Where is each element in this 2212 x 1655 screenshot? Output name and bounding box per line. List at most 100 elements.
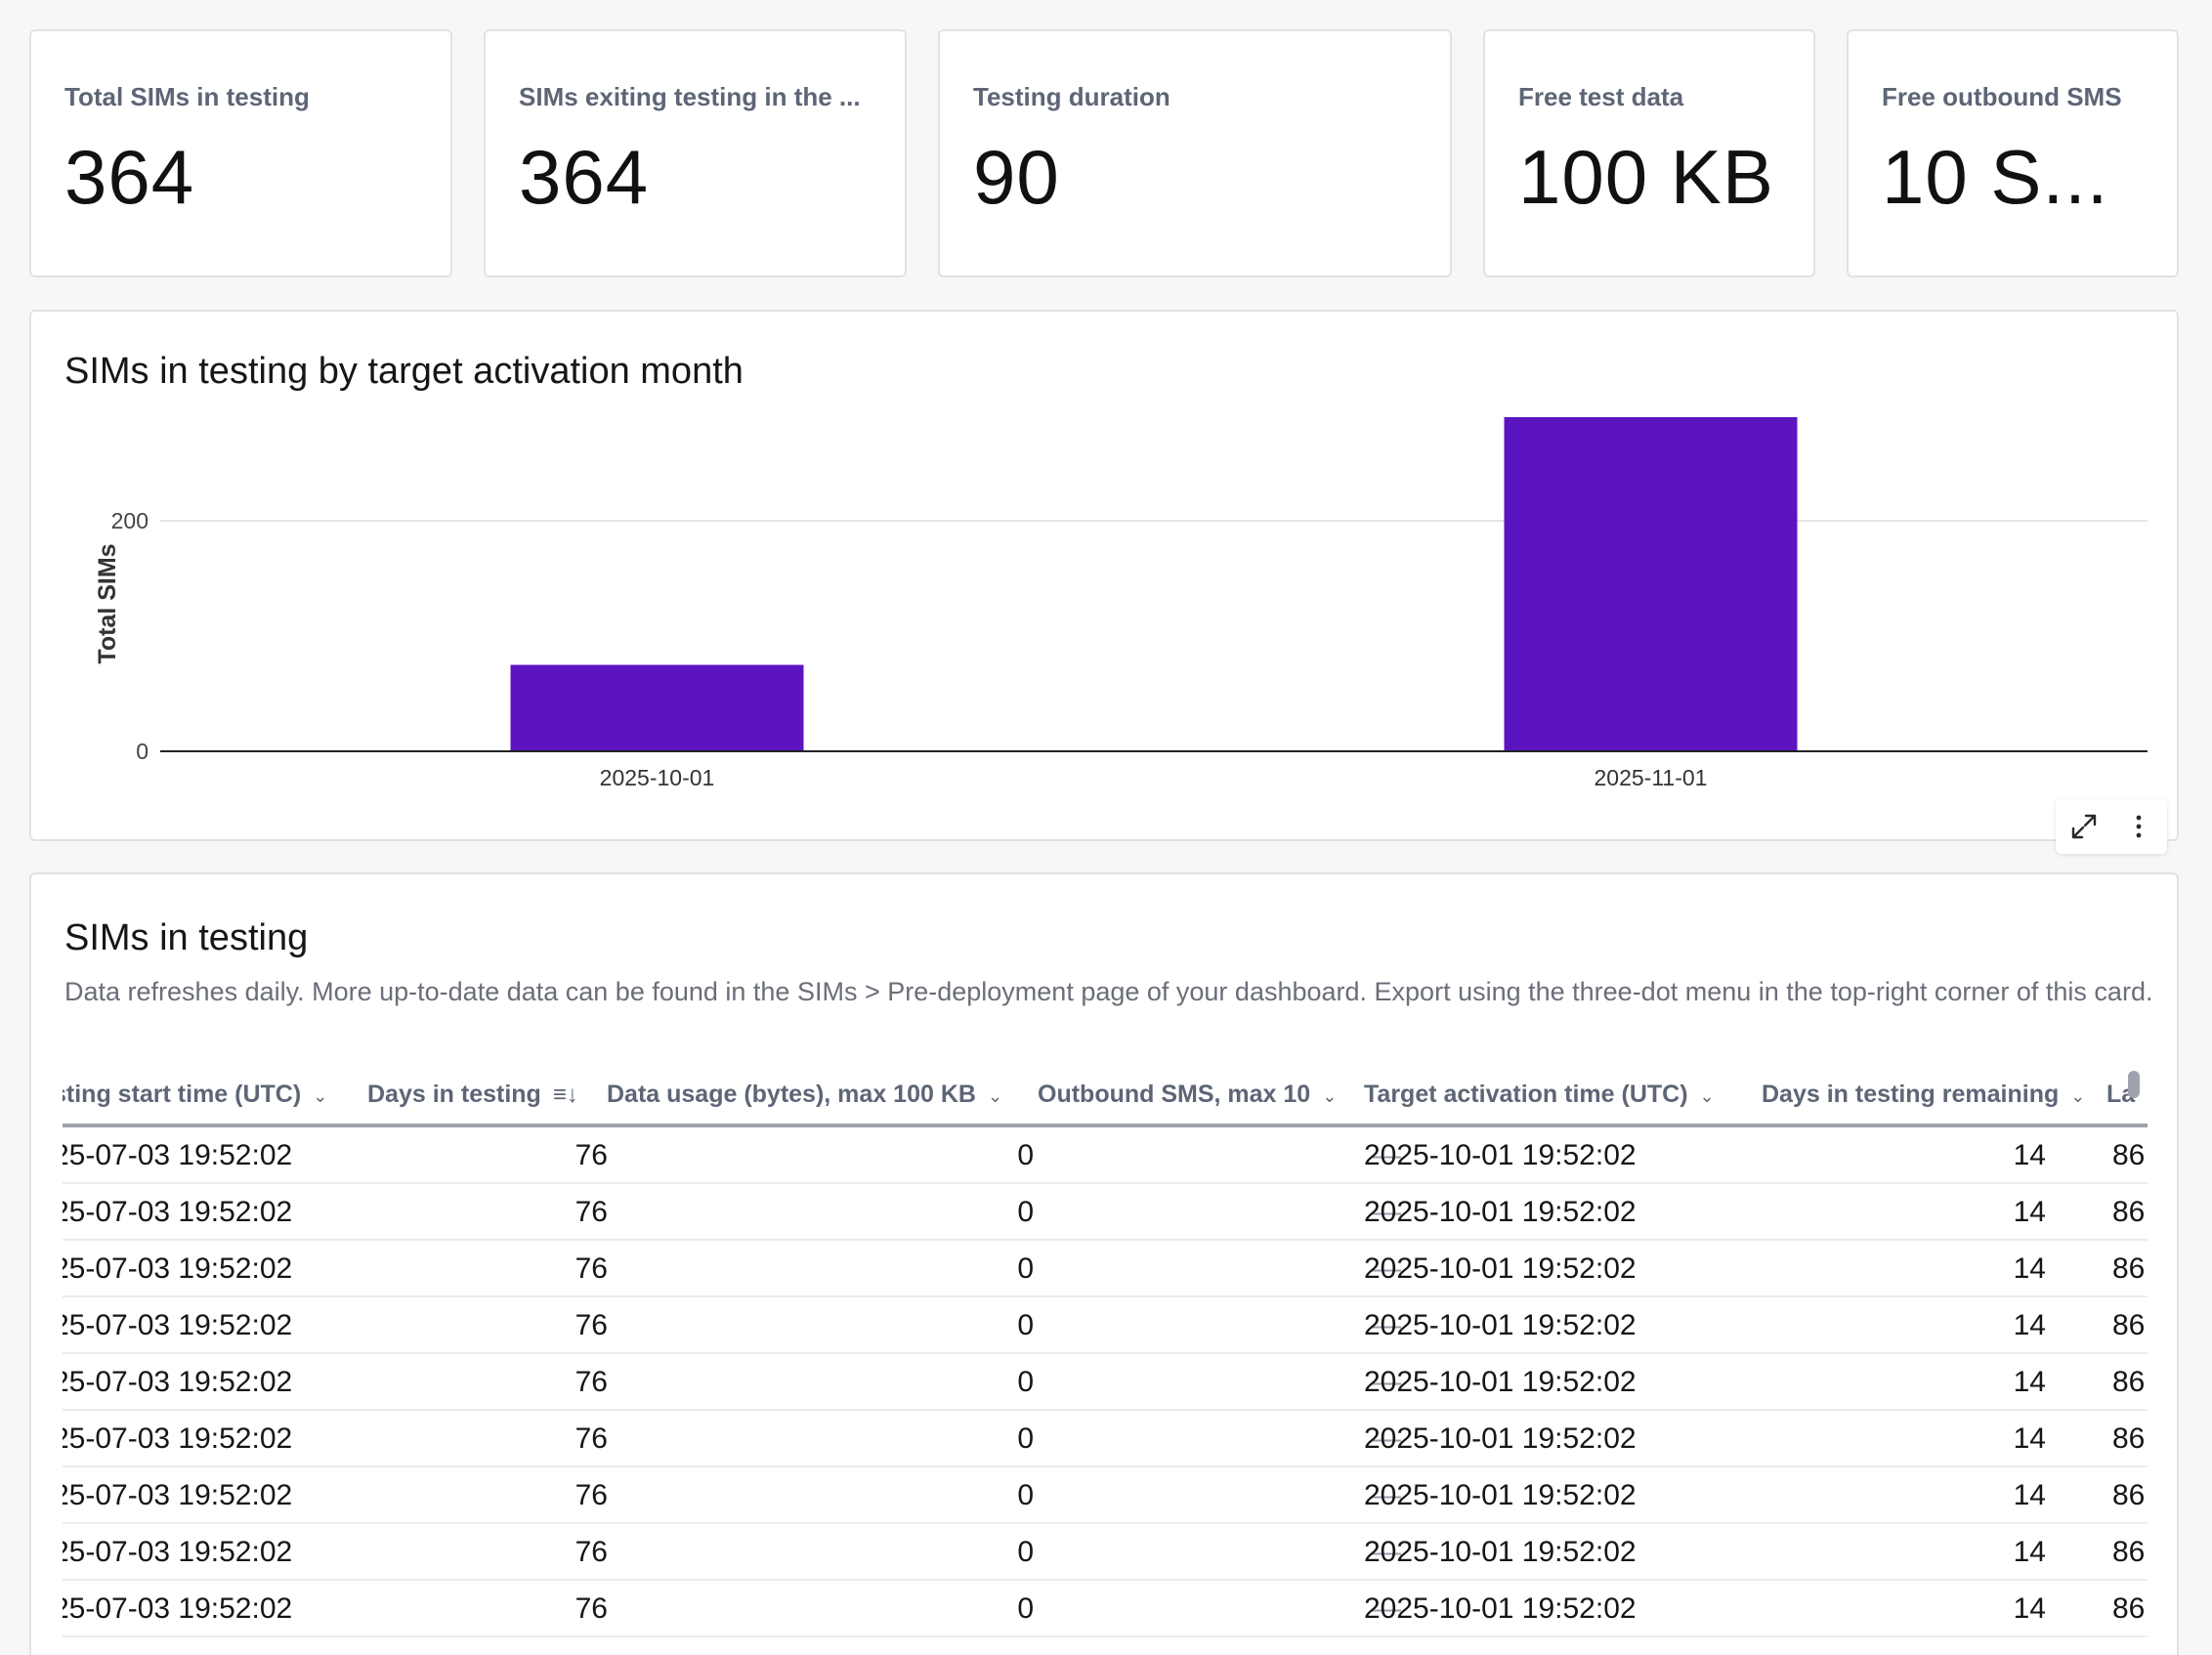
kpi-value: 100 KB bbox=[1518, 134, 1774, 220]
cell-last: 86 bbox=[2112, 1366, 2146, 1398]
cell-days-remaining: 14 bbox=[2013, 1366, 2046, 1398]
cell-last: 86 bbox=[2112, 1422, 2146, 1455]
kpi-card-sims-exiting: SIMs exiting testing in the ... 364 bbox=[484, 29, 907, 277]
cell-target-activation: 2025-10-01 19:52:02 bbox=[1364, 1252, 1637, 1285]
table-row[interactable]: 25-07-03 19:52:02 76 0 —2025-10-01 19:52:02… bbox=[63, 1467, 2148, 1524]
kpi-label: SIMs exiting testing in the ... bbox=[519, 82, 861, 111]
cell-last: 86 bbox=[2112, 1592, 2146, 1625]
kpi-label: Total SIMs in testing bbox=[64, 82, 310, 111]
table-body: 25-07-03 19:52:02 76 0—2025-10-01 19:52:02… bbox=[63, 1127, 2148, 1637]
y-axis-label: Total SIMs bbox=[94, 543, 121, 663]
sort-descending-icon: ≡↓ bbox=[552, 1082, 578, 1108]
cell-start-time: 25-07-03 19:52:02 bbox=[63, 1309, 293, 1341]
cell-data-usage: 0 bbox=[1017, 1252, 1034, 1285]
kpi-value: 364 bbox=[64, 134, 195, 220]
table-row[interactable]: 25-07-03 19:52:02 76 0 —2025-10-01 19:52:02… bbox=[63, 1354, 2148, 1411]
column-header-outbound-sms[interactable]: Outbound SMS, max 10 ⌄ bbox=[1038, 1081, 1338, 1108]
cell-days-remaining: 14 bbox=[2013, 1309, 2046, 1341]
cell-target-activation: 2025-10-01 19:52:02 bbox=[1364, 1536, 1637, 1568]
cell-last: 86 bbox=[2112, 1536, 2146, 1568]
table-row[interactable]: 25-07-03 19:52:02 76 0 —2025-10-01 19:52:02… bbox=[63, 1297, 2148, 1354]
cell-last: 86 bbox=[2112, 1252, 2146, 1285]
chevron-down-icon: ⌄ bbox=[1699, 1086, 1715, 1106]
cell-outbound-sms: — bbox=[1372, 1252, 1401, 1285]
cell-last: 86 bbox=[2112, 1196, 2146, 1228]
cell-data-usage: 0 bbox=[1017, 1422, 1034, 1455]
y-tick-label: 0 bbox=[136, 739, 149, 764]
cell-target-activation: 2025-10-01 19:52:02 bbox=[1364, 1196, 1637, 1228]
chart-toolbar bbox=[2056, 799, 2167, 854]
chart-card: SIMs in testing by target activation mon… bbox=[29, 310, 2179, 841]
table-row[interactable]: 25-07-03 19:52:02 76 0 —2025-10-01 19:52:02… bbox=[63, 1241, 2148, 1297]
x-tick-label: 2025-10-01 bbox=[600, 765, 715, 790]
kpi-card-total-sims: Total SIMs in testing 364 bbox=[29, 29, 452, 277]
chevron-down-icon: ⌄ bbox=[313, 1086, 328, 1106]
cell-last: 86 bbox=[2112, 1139, 2146, 1171]
cell-days-in-testing: 76 bbox=[574, 1252, 608, 1285]
bar bbox=[1504, 417, 1798, 751]
table-description: Data refreshes daily. More up-to-date da… bbox=[64, 977, 2153, 1006]
cell-days-in-testing: 76 bbox=[574, 1196, 608, 1228]
table-row[interactable]: 25-07-03 19:52:02 76 0 —2025-10-01 19:52:02… bbox=[63, 1127, 2148, 1184]
kpi-card-free-test-data: Free test data 100 KB bbox=[1483, 29, 1815, 277]
cell-target-activation: 2025-10-01 19:52:02 bbox=[1364, 1422, 1637, 1455]
cell-days-in-testing: 76 bbox=[574, 1366, 608, 1398]
kpi-label: Free outbound SMS bbox=[1882, 82, 2122, 111]
kpi-value: 364 bbox=[519, 134, 650, 220]
cell-last: 86 bbox=[2112, 1309, 2146, 1341]
cell-outbound-sms: — bbox=[1372, 1196, 1401, 1228]
table-row[interactable]: 25-07-03 19:52:02 76 0 —2025-10-01 19:52:02… bbox=[63, 1184, 2148, 1241]
bar bbox=[510, 664, 804, 751]
cell-last: 86 bbox=[2112, 1479, 2146, 1511]
cell-data-usage: 0 bbox=[1017, 1139, 1034, 1171]
cell-target-activation: 2025-10-01 19:52:02 bbox=[1364, 1592, 1637, 1625]
data-table[interactable]: sting start time (UTC) ⌄ Days in testing ≡… bbox=[63, 1067, 2148, 1655]
cell-outbound-sms: — bbox=[1372, 1139, 1401, 1171]
cell-data-usage: 0 bbox=[1017, 1536, 1034, 1568]
cell-days-remaining: 14 bbox=[2013, 1196, 2046, 1228]
cell-target-activation: 2025-10-01 19:52:02 bbox=[1364, 1366, 1637, 1398]
cell-data-usage: 0 bbox=[1017, 1366, 1034, 1398]
column-header-testing-start-time[interactable]: sting start time (UTC) ⌄ bbox=[63, 1081, 328, 1108]
cell-data-usage: 0 bbox=[1017, 1309, 1034, 1341]
kpi-label: Testing duration bbox=[973, 82, 1170, 111]
cell-outbound-sms: — bbox=[1372, 1536, 1401, 1568]
cell-days-in-testing: 76 bbox=[574, 1422, 608, 1455]
cell-start-time: 25-07-03 19:52:02 bbox=[63, 1196, 293, 1228]
column-header-data-usage[interactable]: Data usage (bytes), max 100 KB ⌄ bbox=[607, 1081, 1003, 1108]
chevron-down-icon: ⌄ bbox=[987, 1086, 1003, 1106]
cell-days-remaining: 14 bbox=[2013, 1252, 2046, 1285]
cell-days-in-testing: 76 bbox=[574, 1536, 608, 1568]
cell-days-in-testing: 76 bbox=[574, 1592, 608, 1625]
cell-start-time: 25-07-03 19:52:02 bbox=[63, 1422, 293, 1455]
table-row[interactable]: 25-07-03 19:52:02 76 0 —2025-10-01 19:52:02… bbox=[63, 1524, 2148, 1581]
bar-chart: 0 200 Total SIMs 2025-10-01 2025-11-01 bbox=[94, 417, 2148, 790]
cell-days-in-testing: 76 bbox=[574, 1479, 608, 1511]
cell-days-remaining: 14 bbox=[2013, 1139, 2046, 1171]
column-header-target-activation-time[interactable]: Target activation time (UTC) ⌄ bbox=[1364, 1081, 1715, 1108]
cell-start-time: 25-07-03 19:52:02 bbox=[63, 1592, 293, 1625]
y-tick-label: 200 bbox=[111, 508, 149, 533]
column-header-days-in-testing[interactable]: Days in testing ≡↓ bbox=[367, 1081, 578, 1108]
cell-start-time: 25-07-03 19:52:02 bbox=[63, 1366, 293, 1398]
chevron-down-icon: ⌄ bbox=[1322, 1086, 1338, 1106]
cell-days-remaining: 14 bbox=[2013, 1592, 2046, 1625]
cell-start-time: 25-07-03 19:52:02 bbox=[63, 1479, 293, 1511]
cell-outbound-sms: — bbox=[1372, 1422, 1401, 1455]
kpi-value: 90 bbox=[973, 134, 1060, 220]
cell-days-in-testing: 76 bbox=[574, 1309, 608, 1341]
table-row[interactable]: 25-07-03 19:52:02 76 0 —2025-10-01 19:52:02… bbox=[63, 1581, 2148, 1637]
x-tick-label: 2025-11-01 bbox=[1595, 765, 1708, 790]
cell-target-activation: 2025-10-01 19:52:02 bbox=[1364, 1479, 1637, 1511]
table-row[interactable]: 25-07-03 19:52:02 76 0 —2025-10-01 19:52:02… bbox=[63, 1411, 2148, 1467]
chevron-down-icon: ⌄ bbox=[2070, 1086, 2086, 1106]
cell-data-usage: 0 bbox=[1017, 1592, 1034, 1625]
cell-data-usage: 0 bbox=[1017, 1196, 1034, 1228]
expand-icon[interactable] bbox=[2060, 802, 2108, 851]
cell-start-time: 25-07-03 19:52:02 bbox=[63, 1536, 293, 1568]
chart-title: SIMs in testing by target activation mon… bbox=[64, 351, 744, 392]
column-header-days-remaining[interactable]: Days in testing remaining ⌄ bbox=[1762, 1081, 2086, 1108]
cell-days-in-testing: 76 bbox=[574, 1139, 608, 1171]
more-vertical-icon[interactable] bbox=[2114, 802, 2163, 851]
horizontal-scrollbar-thumb[interactable] bbox=[2128, 1071, 2140, 1098]
